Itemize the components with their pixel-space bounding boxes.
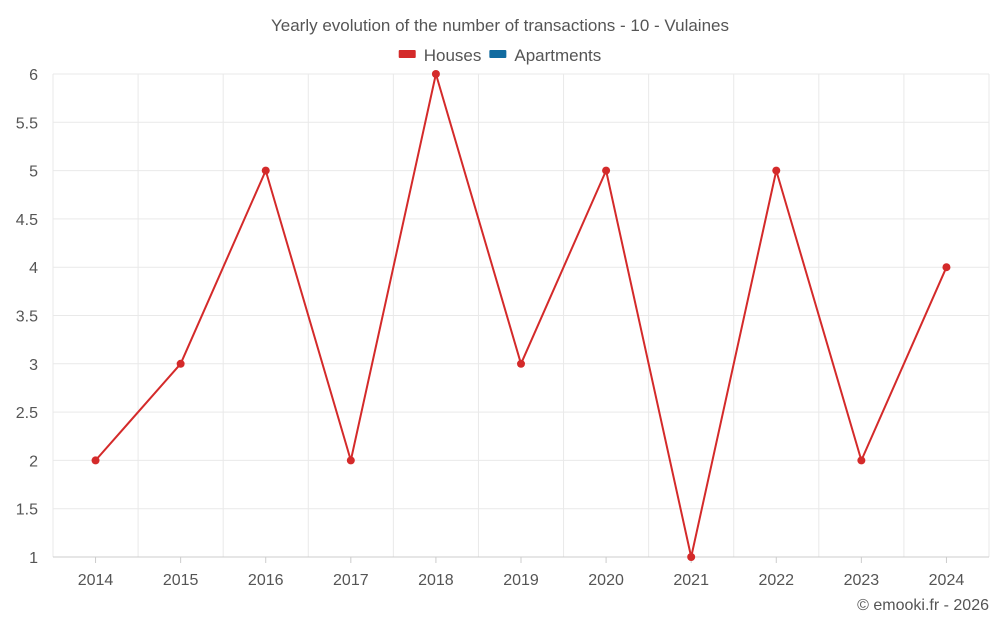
credit-text: © emooki.fr - 2026: [857, 597, 989, 614]
y-tick-label: 6: [29, 67, 38, 84]
x-tick-label: 2014: [78, 572, 114, 589]
legend-swatch: [489, 50, 507, 58]
data-point: [346, 456, 355, 465]
y-tick-label: 4: [29, 260, 38, 277]
x-tick-label: 2023: [844, 572, 880, 589]
data-point: [687, 553, 696, 561]
y-tick-label: 3: [29, 357, 38, 374]
axes: 1 1.5 2 2.5 3 3.5 4 4.5 5 5.5 6 2014 2015 2016 2017 201…: [16, 67, 989, 589]
x-tick-label: 2016: [248, 572, 284, 589]
y-tick-label: 5.5: [16, 115, 38, 132]
data-point: [176, 359, 185, 368]
legend: Houses Apartments: [398, 46, 601, 65]
x-tick-label: 2024: [929, 572, 965, 589]
y-tick-label: 5: [29, 164, 38, 181]
data-point: [91, 456, 100, 465]
grid: [52, 73, 990, 558]
y-tick-label: 2.5: [16, 405, 38, 422]
y-tick-label: 2: [29, 453, 38, 470]
legend-label: Apartments: [514, 46, 601, 65]
data-point: [857, 456, 866, 465]
y-tick-label: 1.5: [16, 502, 38, 519]
data-point: [942, 263, 951, 272]
x-tick-label: 2015: [163, 572, 199, 589]
y-tick-label: 4.5: [16, 212, 38, 229]
data-point: [772, 166, 781, 175]
chart-title: Yearly evolution of the number of transa…: [271, 16, 729, 35]
legend-swatch: [398, 50, 416, 58]
data-point: [517, 359, 525, 368]
x-tick-label: 2017: [333, 572, 369, 589]
legend-item-apartments: Apartments: [489, 46, 601, 65]
data-point: [261, 166, 270, 175]
y-tick-label: 3.5: [16, 309, 38, 326]
legend-item-houses: Houses: [398, 46, 482, 65]
x-tick-label: 2022: [758, 572, 794, 589]
y-tick-label: 1: [29, 550, 38, 567]
x-tick-label: 2018: [418, 572, 454, 589]
legend-label: Houses: [424, 46, 482, 65]
series-layer: [91, 70, 951, 561]
x-tick-label: 2019: [503, 572, 539, 589]
x-tick-label: 2020: [588, 572, 624, 589]
data-point: [602, 166, 611, 175]
x-tick-label: 2021: [673, 572, 709, 589]
data-point: [431, 70, 440, 78]
